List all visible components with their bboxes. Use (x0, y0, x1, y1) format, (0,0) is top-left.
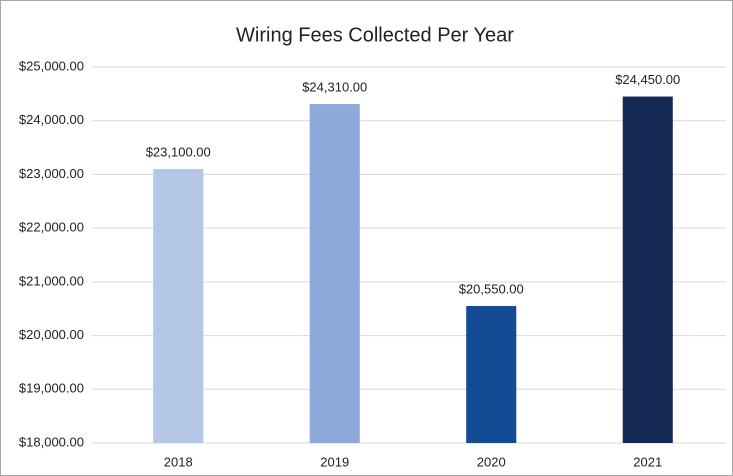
data-label: $24,450.00 (615, 72, 680, 87)
x-tick-label: 2021 (633, 454, 662, 469)
bar (466, 306, 517, 443)
chart-title: Wiring Fees Collected Per Year (236, 24, 514, 46)
y-tick-label: $23,000.00 (19, 166, 84, 181)
x-tick-label: 2018 (164, 454, 193, 469)
bar (153, 169, 204, 444)
y-tick-label: $21,000.00 (19, 273, 84, 288)
y-tick-label: $22,000.00 (19, 220, 84, 235)
y-tick-label: $20,000.00 (19, 327, 84, 342)
data-label: $23,100.00 (146, 144, 211, 159)
data-label: $20,550.00 (459, 281, 524, 296)
bar (309, 104, 360, 443)
x-tick-label: 2020 (477, 454, 506, 469)
y-tick-label: $24,000.00 (19, 112, 84, 127)
x-tick-label: 2019 (320, 454, 349, 469)
y-tick-label: $19,000.00 (19, 381, 84, 396)
bar (622, 96, 673, 444)
y-tick-label: $25,000.00 (19, 58, 84, 73)
data-label: $24,310.00 (302, 80, 367, 95)
y-tick-label: $18,000.00 (19, 434, 84, 449)
